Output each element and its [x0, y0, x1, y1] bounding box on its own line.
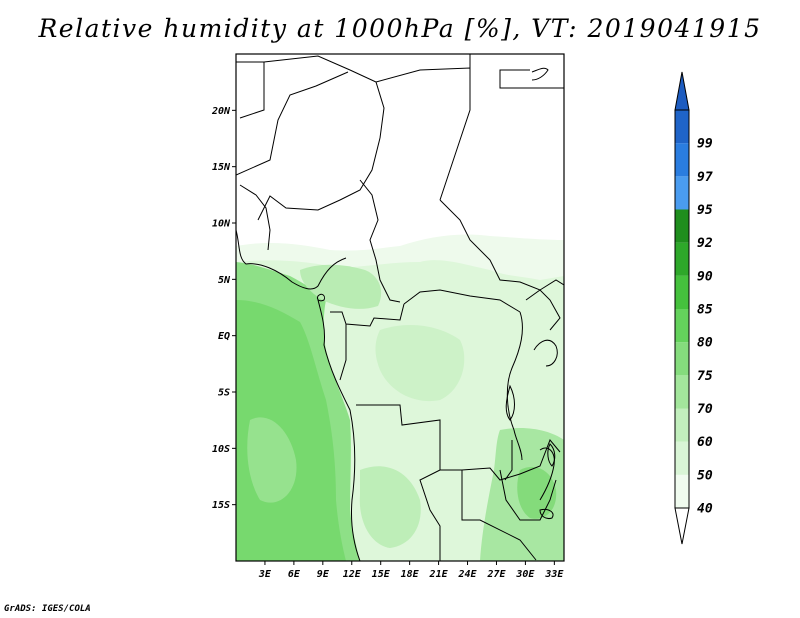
lon-tick-label: 21E	[429, 569, 449, 580]
lat-tick-label: EQ	[218, 331, 230, 342]
colorbar-label: 90	[697, 269, 713, 284]
colorbar-label: 85	[697, 303, 713, 318]
colorbar-below-arrow	[674, 507, 690, 545]
colorbar-segment	[675, 143, 689, 177]
colorbar-segment	[675, 441, 689, 475]
colorbar-label: 92	[697, 236, 713, 251]
colorbar-above-arrow	[674, 71, 690, 111]
lat-tick-label: 15S	[212, 500, 230, 511]
humidity-central-patch	[375, 325, 465, 402]
colorbar-segment	[675, 209, 689, 243]
lat-tick-label: 5S	[218, 388, 230, 399]
humidity-lake-patch	[517, 466, 557, 519]
lon-tick-label: 3E	[258, 569, 272, 580]
colorbar-segment	[675, 375, 689, 409]
colorbar-label: 50	[697, 468, 713, 483]
map-frame	[235, 53, 565, 562]
lon-tick-label: 15E	[372, 569, 391, 580]
lon-tick-label: 30E	[515, 569, 535, 580]
lon-tick-label: 18E	[401, 569, 420, 580]
humidity-gulf-patch	[300, 264, 382, 309]
lon-tick-label: 12E	[343, 569, 362, 580]
colorbar-segment	[675, 242, 689, 276]
lon-tick-label: 27E	[486, 569, 506, 580]
colorbar-segment	[675, 309, 689, 343]
colorbar-segment	[675, 474, 689, 508]
lat-tick-label: 5N	[218, 275, 231, 286]
colorbar-label: 40	[697, 502, 713, 517]
colorbar-segment	[675, 275, 689, 309]
longitude-axis: 3E 6E 9E 12E 15E 18E 21E 24E 27E 30E 33E	[258, 561, 564, 580]
colorbar-frame	[674, 109, 690, 509]
colorbar-label: 75	[697, 369, 713, 384]
colorbar-segment	[675, 342, 689, 376]
colorbar: 40 50 60 70 75 80 85 90 92 95 97 99	[674, 71, 713, 545]
lat-tick-label: 10S	[212, 444, 230, 455]
lat-tick-label: 15N	[212, 162, 231, 173]
humidity-ocean-patch	[247, 417, 297, 503]
colorbar-label: 95	[697, 203, 713, 218]
colorbar-segment	[675, 110, 689, 144]
humidity-south-patch	[359, 466, 421, 548]
lon-tick-label: 33E	[544, 569, 564, 580]
lat-tick-label: 20N	[211, 106, 231, 117]
colorbar-label: 97	[697, 170, 713, 185]
map-plot-area	[236, 54, 564, 561]
colorbar-segment	[675, 408, 689, 442]
map-title: Relative humidity at 1000hPa [%], VT: 20…	[38, 14, 762, 43]
colorbar-label: 60	[697, 435, 713, 450]
country-borders	[236, 54, 564, 561]
grads-credit: GrADS: IGES/COLA	[4, 604, 91, 614]
colorbar-label: 80	[697, 336, 713, 351]
lat-tick-label: 10N	[212, 219, 231, 230]
colorbar-segment	[675, 176, 689, 210]
lon-tick-label: 9E	[317, 569, 330, 580]
colorbar-label: 70	[697, 402, 713, 417]
latitude-axis: 20N 15N 10N 5N EQ 5S 10S 15S	[211, 106, 236, 511]
colorbar-label: 99	[697, 137, 713, 152]
lon-tick-label: 24E	[457, 569, 477, 580]
lon-tick-label: 6E	[288, 569, 301, 580]
lakes	[317, 67, 556, 519]
